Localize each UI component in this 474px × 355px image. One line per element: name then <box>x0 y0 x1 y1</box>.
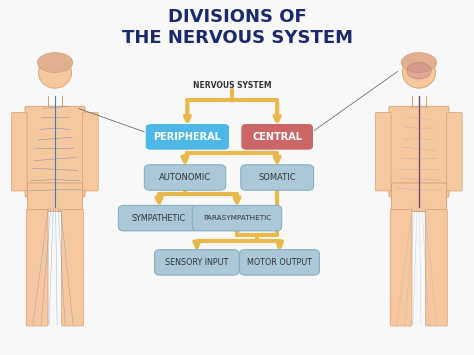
Ellipse shape <box>37 53 73 72</box>
FancyBboxPatch shape <box>27 183 82 212</box>
Text: THE NERVOUS SYSTEM: THE NERVOUS SYSTEM <box>121 29 353 47</box>
Text: PARASYMPATHETIC: PARASYMPATHETIC <box>203 215 271 221</box>
FancyBboxPatch shape <box>192 206 282 231</box>
FancyBboxPatch shape <box>11 113 27 191</box>
Text: PERIPHERAL: PERIPHERAL <box>154 132 221 142</box>
FancyBboxPatch shape <box>389 106 449 197</box>
Ellipse shape <box>401 53 437 72</box>
Text: NERVOUS SYSTEM: NERVOUS SYSTEM <box>193 81 272 90</box>
FancyBboxPatch shape <box>155 250 239 275</box>
FancyBboxPatch shape <box>241 165 314 190</box>
FancyBboxPatch shape <box>375 113 391 191</box>
Text: MOTOR OUTPUT: MOTOR OUTPUT <box>247 258 312 267</box>
Ellipse shape <box>407 62 431 79</box>
FancyBboxPatch shape <box>82 113 98 191</box>
Text: SOMATIC: SOMATIC <box>258 173 296 182</box>
FancyBboxPatch shape <box>27 209 48 326</box>
FancyBboxPatch shape <box>145 165 226 190</box>
FancyBboxPatch shape <box>118 206 200 231</box>
Text: DIVISIONS OF: DIVISIONS OF <box>168 7 306 26</box>
Ellipse shape <box>38 57 72 88</box>
FancyBboxPatch shape <box>25 106 85 197</box>
Ellipse shape <box>402 57 436 88</box>
FancyBboxPatch shape <box>145 124 230 150</box>
FancyBboxPatch shape <box>392 183 447 212</box>
FancyBboxPatch shape <box>390 209 412 326</box>
FancyBboxPatch shape <box>239 250 319 275</box>
FancyBboxPatch shape <box>447 113 462 191</box>
Text: AUTONOMIC: AUTONOMIC <box>159 173 211 182</box>
Text: SYMPATHETIC: SYMPATHETIC <box>132 214 186 223</box>
Text: CENTRAL: CENTRAL <box>252 132 302 142</box>
FancyBboxPatch shape <box>426 209 447 326</box>
FancyBboxPatch shape <box>62 209 83 326</box>
Text: SENSORY INPUT: SENSORY INPUT <box>165 258 228 267</box>
FancyBboxPatch shape <box>241 124 314 150</box>
